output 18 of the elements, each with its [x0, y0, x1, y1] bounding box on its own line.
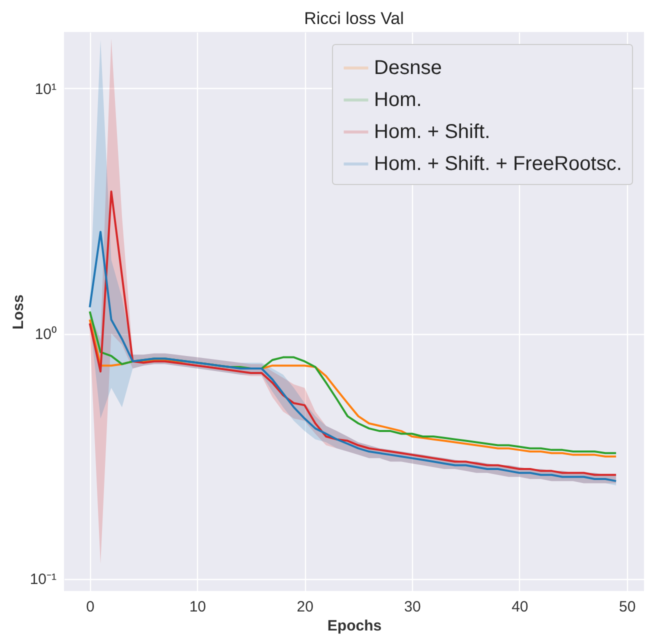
- x-axis-title: Epochs: [327, 618, 382, 634]
- x-tick-label: 20: [296, 598, 314, 616]
- line-series: [88, 190, 618, 476]
- x-tick-label: 50: [618, 598, 636, 616]
- chart-title: Ricci loss Val: [304, 9, 404, 28]
- y-tick-label: 10⁰: [34, 326, 56, 344]
- line-series: [88, 230, 618, 482]
- x-tick-label: 10: [189, 598, 206, 616]
- x-tick-label: 30: [404, 598, 421, 616]
- legend-label: Hom. + Shift. + FreeRootsc.: [374, 153, 622, 175]
- y-tick-label: 10¹: [34, 80, 56, 98]
- y-axis-title: Loss: [10, 294, 27, 330]
- x-tick-label: 0: [86, 598, 94, 616]
- legend-label: Hom. + Shift.: [374, 121, 490, 143]
- legend-label: Hom.: [374, 89, 422, 111]
- y-tick-label: 10⁻¹: [30, 571, 56, 588]
- legend-label: Desnse: [374, 57, 442, 79]
- x-tick-label: 40: [512, 598, 528, 616]
